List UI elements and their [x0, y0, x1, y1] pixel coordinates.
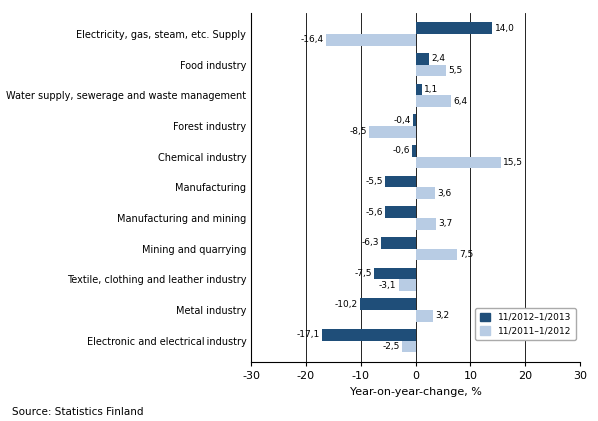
Bar	[416, 218, 436, 229]
Bar	[402, 341, 416, 352]
Bar	[416, 84, 422, 96]
Text: -2,5: -2,5	[382, 342, 399, 351]
Text: -6,3: -6,3	[361, 238, 379, 247]
Bar	[369, 126, 416, 138]
Text: -5,6: -5,6	[365, 208, 383, 217]
Text: -7,5: -7,5	[355, 269, 373, 278]
Text: 3,2: 3,2	[435, 311, 450, 320]
Bar	[381, 237, 416, 249]
Text: -0,6: -0,6	[393, 147, 410, 155]
Text: -17,1: -17,1	[297, 330, 320, 339]
Text: -16,4: -16,4	[300, 35, 324, 44]
Text: -10,2: -10,2	[334, 300, 358, 309]
Bar	[416, 53, 429, 65]
Text: -5,5: -5,5	[366, 177, 383, 186]
Text: 14,0: 14,0	[495, 24, 514, 33]
Text: 6,4: 6,4	[453, 97, 467, 106]
Legend: 11/2012–1/2013, 11/2011–1/2012: 11/2012–1/2013, 11/2011–1/2012	[475, 308, 575, 340]
Text: 3,7: 3,7	[438, 219, 452, 228]
Bar	[416, 22, 492, 34]
Bar	[416, 157, 501, 168]
X-axis label: Year-on-year-change, %: Year-on-year-change, %	[350, 386, 481, 397]
Text: 3,6: 3,6	[438, 189, 451, 198]
Text: 2,4: 2,4	[431, 54, 445, 64]
Text: -8,5: -8,5	[349, 128, 367, 136]
Bar	[374, 268, 416, 279]
Text: -0,4: -0,4	[394, 116, 411, 125]
Bar	[413, 115, 416, 126]
Bar	[416, 96, 451, 107]
Bar	[416, 65, 446, 76]
Text: 1,1: 1,1	[424, 85, 438, 94]
Bar	[385, 206, 416, 218]
Bar	[416, 249, 457, 260]
Text: 5,5: 5,5	[448, 66, 462, 75]
Text: -3,1: -3,1	[379, 281, 396, 290]
Bar	[386, 176, 416, 187]
Text: 15,5: 15,5	[503, 158, 523, 167]
Bar	[413, 145, 416, 157]
Bar	[399, 279, 416, 291]
Bar	[416, 310, 433, 322]
Text: 7,5: 7,5	[459, 250, 473, 259]
Bar	[416, 187, 435, 199]
Text: Source: Statistics Finland: Source: Statistics Finland	[12, 407, 144, 417]
Bar	[326, 34, 416, 46]
Bar	[360, 298, 416, 310]
Bar	[322, 329, 416, 341]
